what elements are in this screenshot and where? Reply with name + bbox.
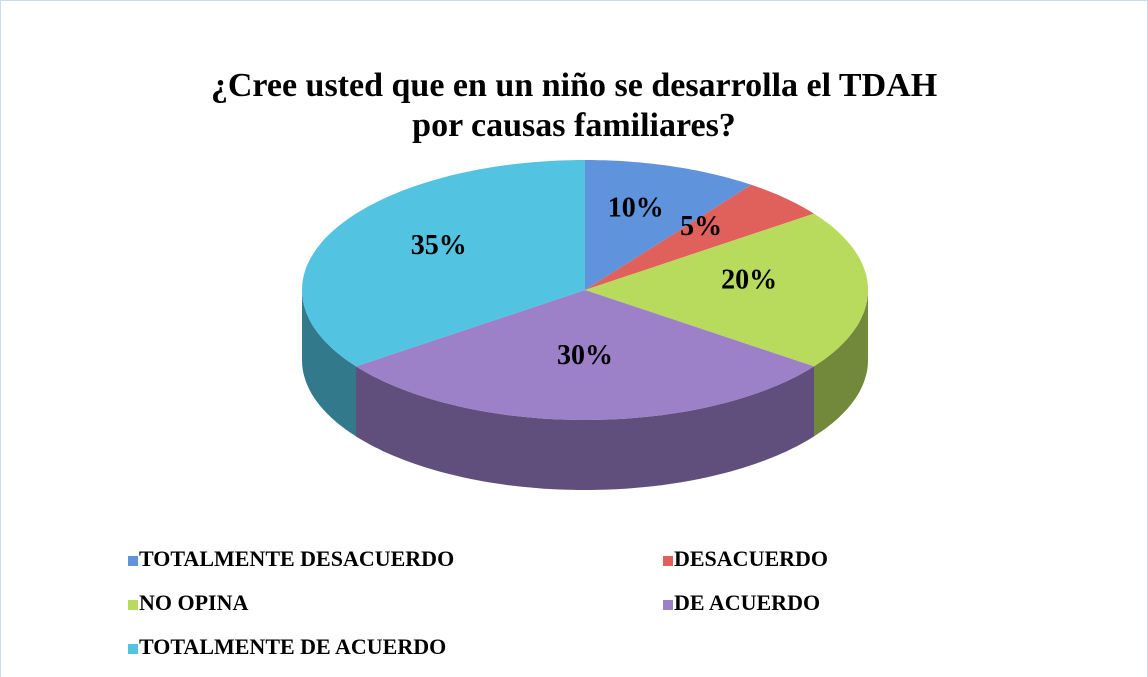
legend-label: DESACUERDO xyxy=(674,546,828,571)
legend-swatch xyxy=(128,600,138,610)
slice-side xyxy=(814,290,868,437)
slice xyxy=(585,184,814,290)
slice-side-shade xyxy=(356,366,814,490)
legend-label: TOTALMENTE DESACUERDO xyxy=(139,546,454,571)
slice xyxy=(356,290,814,420)
slice xyxy=(585,160,752,290)
data-label: 35% xyxy=(411,230,467,261)
legend-swatch xyxy=(128,644,138,654)
legend-label: NO OPINA xyxy=(139,590,249,615)
slice xyxy=(302,160,585,367)
data-label: 5% xyxy=(680,211,722,242)
legend-swatch xyxy=(128,556,138,566)
slice-side xyxy=(356,366,814,490)
legend-label: TOTALMENTE DE ACUERDO xyxy=(139,634,446,659)
slice-side-shade xyxy=(814,290,868,437)
slice xyxy=(585,213,868,367)
data-label: 30% xyxy=(557,340,613,371)
legend-swatch xyxy=(663,600,673,610)
data-label: 10% xyxy=(608,193,664,224)
legend-swatch xyxy=(663,556,673,566)
chart-title: ¿Cree usted que en un niño se desarrolla… xyxy=(211,67,937,144)
legend-label: DE ACUERDO xyxy=(674,590,820,615)
slice-side xyxy=(302,290,356,437)
slice-side-shade xyxy=(302,290,356,437)
data-label: 20% xyxy=(721,264,777,295)
